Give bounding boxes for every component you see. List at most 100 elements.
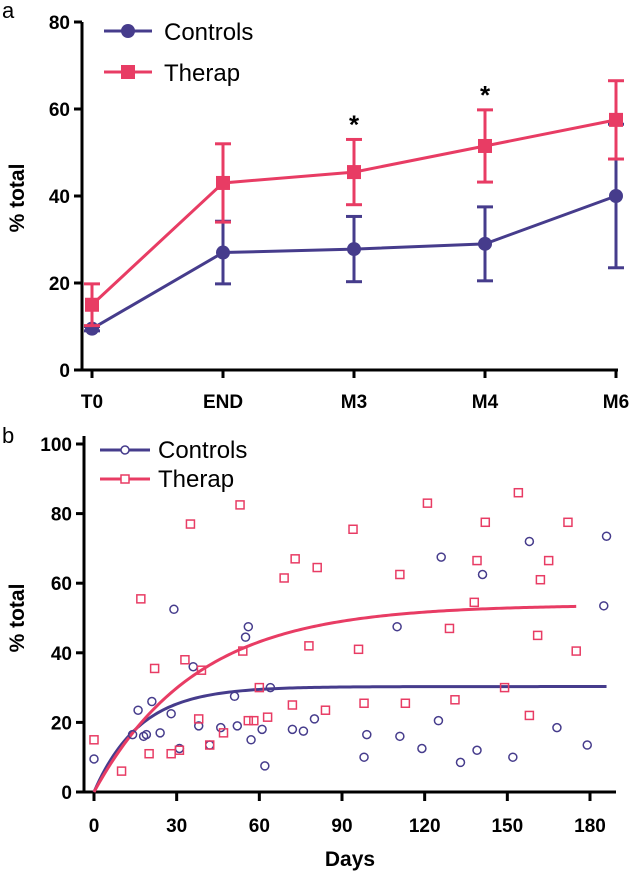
chart-b-point-therap [422, 498, 433, 508]
chart-b-point-therap [238, 646, 248, 656]
chart-b-x-tick-label: 180 [574, 816, 606, 837]
chart-b-point-controls [229, 691, 240, 702]
chart-b-point-controls [246, 735, 256, 745]
chart-b-point-therap [395, 569, 405, 580]
chart-b-point-controls [455, 757, 466, 768]
chart-b-y-tick-label: 60 [51, 574, 72, 595]
chart-b-fit-curve-therap [92, 604, 577, 793]
chart-b-point-controls [188, 661, 198, 672]
chart-b-point-therap [571, 646, 581, 656]
chart-a-y-tick-label: 40 [49, 187, 70, 208]
chart-b: % total Days 0 20 40 60 80 100 0 30 60 90 120 150 18… [6, 435, 616, 871]
chart-b-point-therap [450, 695, 460, 705]
chart-b-point-controls [257, 724, 267, 735]
chart-b-point-therap [472, 555, 482, 566]
chart-a-point-controls [347, 242, 361, 257]
chart-b-point-therap [320, 705, 331, 715]
chart-a-significance-star: * [349, 109, 360, 139]
chart-b-point-therap [249, 715, 259, 726]
chart-b-legend-label-therap: Therap [158, 466, 234, 493]
chart-b-point-controls [298, 726, 309, 736]
chart-b-point-controls [133, 705, 143, 715]
chart-b-point-therap [290, 554, 300, 564]
chart-a-y-tick-label: 60 [49, 100, 70, 121]
chart-b-point-therap [543, 555, 554, 566]
chart-b-point-controls [240, 632, 251, 642]
chart-a-point-therap [216, 175, 230, 190]
chart-b-point-controls [359, 752, 369, 762]
chart-b-point-therap [166, 748, 176, 759]
chart-a-point-therap [347, 165, 361, 180]
chart-b-point-therap [359, 698, 369, 709]
chart-b-point-therap [174, 745, 185, 755]
chart-b-point-controls [417, 743, 427, 754]
chart-b-point-therap [499, 682, 510, 693]
chart-a-y-axis-title: % total [6, 164, 29, 233]
chart-b-point-therap [304, 641, 314, 651]
chart-b-fit-curve-controls [92, 685, 607, 793]
chart-b-point-therap [196, 665, 207, 675]
chart-b-point-controls [309, 714, 320, 724]
chart-b-point-therap [532, 630, 543, 641]
chart-b-point-therap [535, 574, 546, 585]
chart-b-point-controls [166, 708, 176, 719]
chart-b-legend-marker-controls [120, 445, 130, 455]
chart-b-point-therap [218, 728, 229, 738]
chart-b-point-controls [392, 621, 402, 632]
chart-b-point-controls [582, 740, 592, 750]
chart-b-point-therap [243, 715, 254, 726]
chart-b-point-therap [116, 766, 127, 776]
chart-b-point-controls [260, 761, 270, 771]
chart-b-x-tick-label: 0 [89, 816, 100, 837]
chart-b-point-controls [287, 724, 298, 735]
chart-b-point-therap [185, 519, 196, 529]
chart-b-point-therap [444, 623, 455, 634]
chart-a: % total 0 20 40 60 80 T0 END M3 M4 M6 * * Controls… [6, 13, 629, 413]
chart-a-y-tick-label: 0 [59, 361, 70, 382]
chart-b-point-therap [469, 597, 480, 608]
chart-b-point-therap [513, 487, 524, 498]
chart-a-x-tick-label-m6: M6 [603, 392, 629, 413]
chart-b-point-therap [149, 663, 160, 674]
chart-b-y-tick-label: 0 [61, 783, 72, 804]
chart-a-y-tick-label: 80 [49, 13, 70, 34]
chart-b-y-axis-title: % total [6, 584, 29, 653]
chart-b-point-therap [193, 714, 204, 724]
chart-b-point-therap [204, 740, 215, 750]
chart-b-point-controls [141, 729, 152, 740]
chart-b-point-controls [169, 604, 179, 615]
chart-a-legend-label-controls: Controls [164, 19, 253, 46]
chart-b-point-therap [144, 748, 154, 759]
chart-b-point-therap [136, 594, 146, 604]
chart-a-point-therap [609, 112, 623, 127]
chart-a-significance-star: * [480, 80, 491, 110]
chart-b-point-controls [508, 752, 518, 762]
chart-b-y-tick-label: 100 [40, 435, 72, 456]
chart-a-legend-label-therap: Therap [164, 60, 240, 87]
chart-b-x-tick-label: 30 [166, 816, 187, 837]
chart-b-point-controls [433, 715, 444, 726]
chart-a-point-controls [609, 189, 623, 203]
chart-b-legend-marker-therap [120, 474, 130, 484]
chart-b-y-tick-label: 80 [51, 505, 72, 526]
chart-b-point-therap [235, 500, 245, 510]
chart-a-legend-marker-therap [121, 65, 135, 79]
chart-b-point-therap [524, 710, 535, 721]
chart-b-point-controls [127, 729, 138, 740]
chart-b-point-controls [599, 601, 609, 611]
chart-b-point-controls [232, 721, 243, 731]
chart-b-point-therap [254, 682, 265, 693]
chart-a-point-controls [216, 245, 230, 260]
chart-b-point-controls [395, 731, 405, 742]
chart-b-point-therap [348, 524, 358, 535]
chart-b-point-therap [279, 573, 289, 583]
chart-b-x-tick-label: 60 [249, 816, 270, 837]
chart-b-point-controls [472, 745, 482, 755]
chart-a-point-therap [85, 297, 99, 312]
chart-b-point-controls [601, 531, 612, 541]
chart-b-point-therap [563, 517, 573, 528]
chart-b-point-therap [480, 517, 491, 528]
chart-b-point-therap [180, 655, 190, 665]
chart-b-point-controls [477, 569, 488, 580]
chart-b-x-tick-label: 150 [491, 816, 523, 837]
